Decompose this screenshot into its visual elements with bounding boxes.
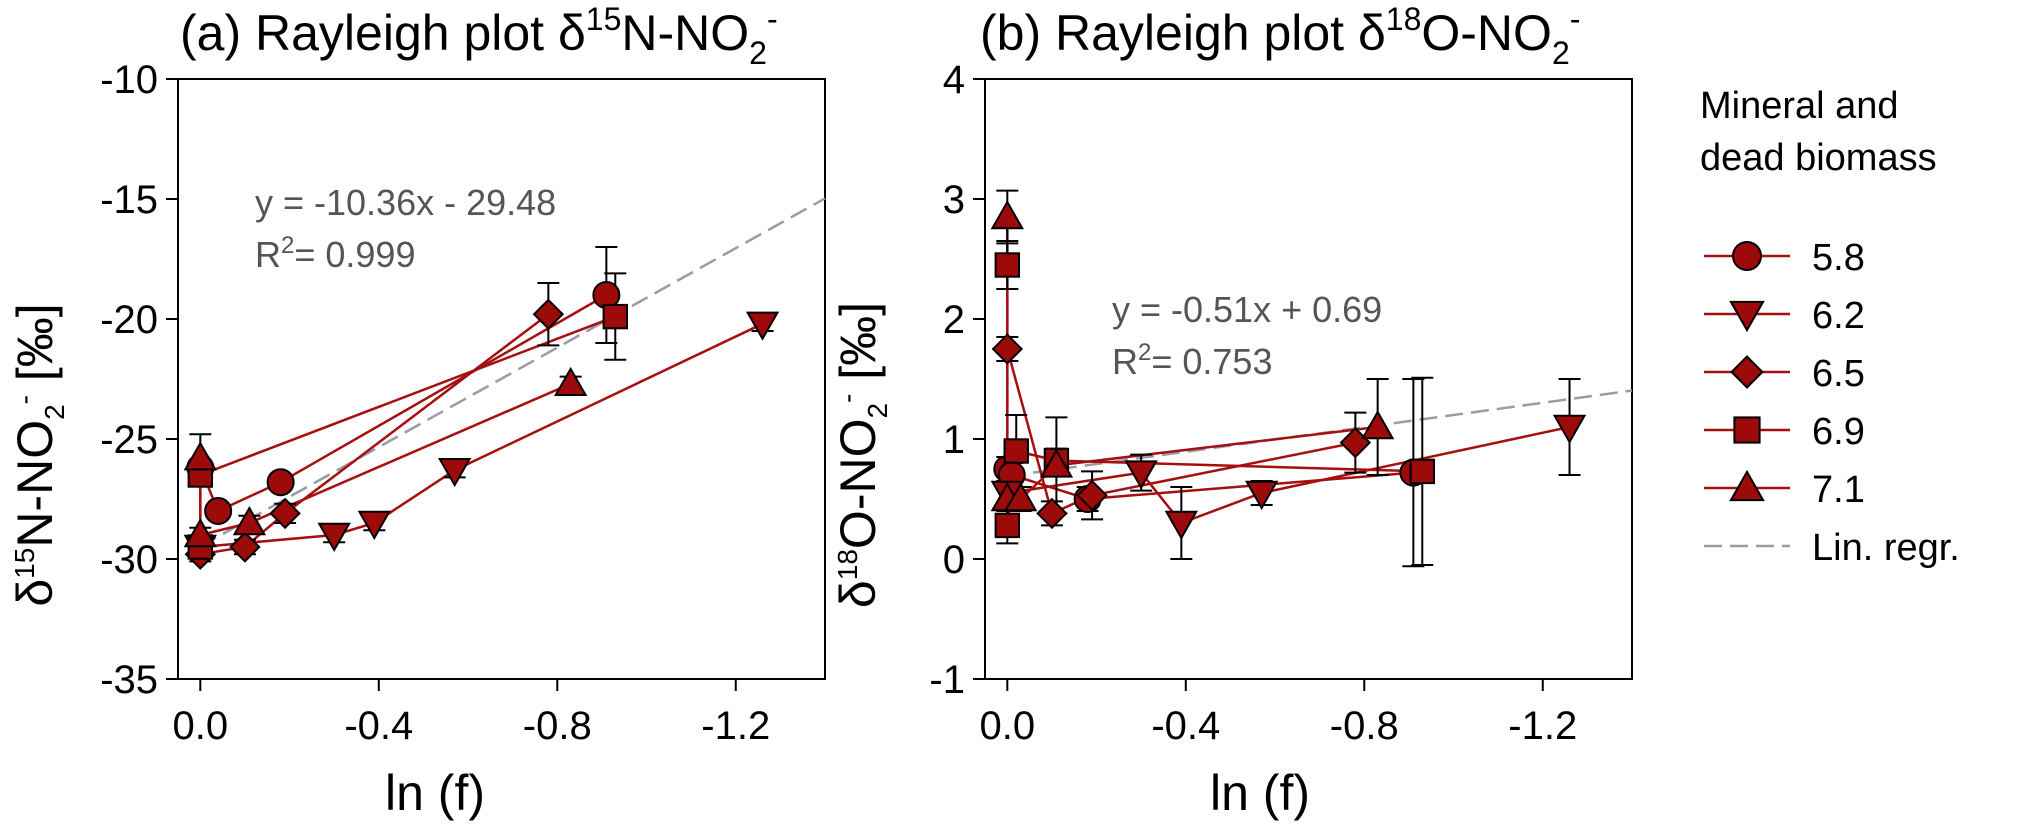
panel-a-point-7.1 <box>183 518 217 548</box>
panel-b-plot: -1 0 1 2 3 4 0.0 -0.4 -0.8 -1.2 <box>929 58 1633 748</box>
panel-b-ytick-label: 0 <box>943 538 965 582</box>
panel-a-point-6.5 <box>269 497 301 530</box>
legend-label-7.1: 7.1 <box>1812 469 1865 511</box>
panel-b-series-line-6.5 <box>1006 348 1356 516</box>
panel-b-ytick-label: 3 <box>943 178 965 222</box>
panel-a-series-line-7.1 <box>199 382 572 537</box>
panel-a-point-5.8 <box>204 497 233 525</box>
panel-b-point-7.1 <box>990 200 1024 230</box>
panel-a-ytick-label: -30 <box>100 538 158 582</box>
panel-a-xtick-label: -1.2 <box>701 704 770 748</box>
panel-a-xtick-label: 0.0 <box>173 704 229 748</box>
panel-a: (a) Rayleigh plot δ15N-NO2- δ15N-NO2- [‰… <box>7 1 826 821</box>
panel-b-plot-frame <box>984 78 1633 680</box>
legend-marker-5.8 <box>1732 241 1762 271</box>
panel-a-point-6.5 <box>229 531 261 563</box>
panel-b-point-6.2 <box>1124 460 1158 490</box>
panel-a-point-6.2 <box>745 311 780 341</box>
panel-a-point-6.5 <box>532 298 565 330</box>
panel-b-r2: R2= 0.753 <box>1112 339 1272 382</box>
panel-a-regression-eq: y = -10.36x - 29.48 <box>255 182 556 223</box>
legend-marker-6.5 <box>1730 355 1764 389</box>
panel-a-title: (a) Rayleigh plot δ15N-NO2- <box>180 1 778 71</box>
panel-b-point-7.1 <box>1004 482 1038 512</box>
panel-a-point-6.9 <box>602 303 628 330</box>
panel-a-xtick-label: -0.4 <box>344 704 413 748</box>
panel-a-series-line-5.8 <box>199 293 607 513</box>
panel-b-xlabel: ln (f) <box>1210 765 1310 821</box>
panel-b-xtick-label: -0.8 <box>1330 704 1399 748</box>
legend-items: 5.8 6.2 6.5 6.9 7.1 Lin. regr. <box>1704 237 1960 569</box>
panel-b-point-6.5 <box>1076 479 1108 512</box>
panel-b-regression-eq: y = -0.51x + 0.69 <box>1112 289 1382 330</box>
legend-label-6.5: 6.5 <box>1812 353 1865 395</box>
panel-b-ytick-label: 4 <box>943 58 965 102</box>
panel-b-ytick-label: 1 <box>943 418 965 462</box>
panel-a-plot: -35 -30 -25 -20 -15 -10 0.0 -0.4 -0.8 -1.2 <box>100 58 826 748</box>
panel-b-point-6.2 <box>1244 480 1279 510</box>
panel-b-title: (b) Rayleigh plot δ18O-NO2- <box>980 1 1580 71</box>
panel-b-ytick-label: -1 <box>929 658 965 702</box>
panel-a-ytick-label: -35 <box>100 658 158 702</box>
panel-a-ytick-label: -10 <box>100 58 158 102</box>
panel-b-ylabel: δ18O-NO2- [‰] <box>830 302 893 608</box>
panel-a-ytick-label: -25 <box>100 418 158 462</box>
legend-label-6.9: 6.9 <box>1812 411 1865 453</box>
panel-a-point-6.2 <box>357 510 392 540</box>
panel-b-xtick-label: -1.2 <box>1508 704 1577 748</box>
panel-b-point-6.2 <box>1552 414 1587 444</box>
panel-b-point-6.5 <box>1036 497 1068 530</box>
panel-a-xlabel: ln (f) <box>385 765 485 821</box>
panel-a-r2: R2= 0.999 <box>255 232 415 275</box>
panel-a-ytick-label: -15 <box>100 178 158 222</box>
panel-a-series-line-6.5 <box>200 313 550 556</box>
panel-b-point-6.9 <box>994 252 1021 278</box>
panel-b-xtick-label: 0.0 <box>980 704 1036 748</box>
panel-b-point-6.9 <box>1003 438 1029 464</box>
legend-regression-label: Lin. regr. <box>1812 527 1960 569</box>
panel-b-point-6.9 <box>994 512 1021 539</box>
panel-a-ylabel: δ15N-NO2- [‰] <box>7 303 70 606</box>
panel-b-point-6.2 <box>1164 510 1199 540</box>
legend-title-line1: Mineral and <box>1700 85 1899 127</box>
panel-a-point-7.1 <box>183 441 217 471</box>
panel-b-point-7.1 <box>1039 448 1074 478</box>
panel-a-point-7.1 <box>553 366 588 397</box>
legend-marker-6.9 <box>1733 416 1761 444</box>
legend-marker-7.1 <box>1729 469 1765 502</box>
panel-b-point-6.5 <box>991 333 1024 365</box>
panel-b-point-6.9 <box>1409 458 1435 485</box>
panel-a-point-7.1 <box>232 506 267 536</box>
panel-a-point-5.8 <box>266 468 295 497</box>
panel-b-ytick-label: 2 <box>943 298 965 342</box>
legend-title-line2: dead biomass <box>1700 137 1937 179</box>
panel-b-point-7.1 <box>1360 410 1395 440</box>
panel-a-point-6.2 <box>317 522 351 552</box>
panel-b: (b) Rayleigh plot δ18O-NO2- δ18O-NO2- [‰… <box>830 1 1633 821</box>
panel-a-xtick-label: -0.8 <box>523 704 592 748</box>
panel-a-regression-line <box>199 197 826 548</box>
panel-a-plot-frame <box>177 78 826 680</box>
panel-a-ytick-label: -20 <box>100 298 158 342</box>
legend: Mineral and dead biomass 5.8 6.2 6.5 6.9 7.1… <box>1700 85 1960 569</box>
legend-label-6.2: 6.2 <box>1812 295 1865 337</box>
panel-b-xtick-label: -0.4 <box>1151 704 1220 748</box>
legend-marker-6.2 <box>1729 300 1765 333</box>
legend-label-5.8: 5.8 <box>1812 237 1865 279</box>
panel-a-point-6.2 <box>437 457 472 488</box>
